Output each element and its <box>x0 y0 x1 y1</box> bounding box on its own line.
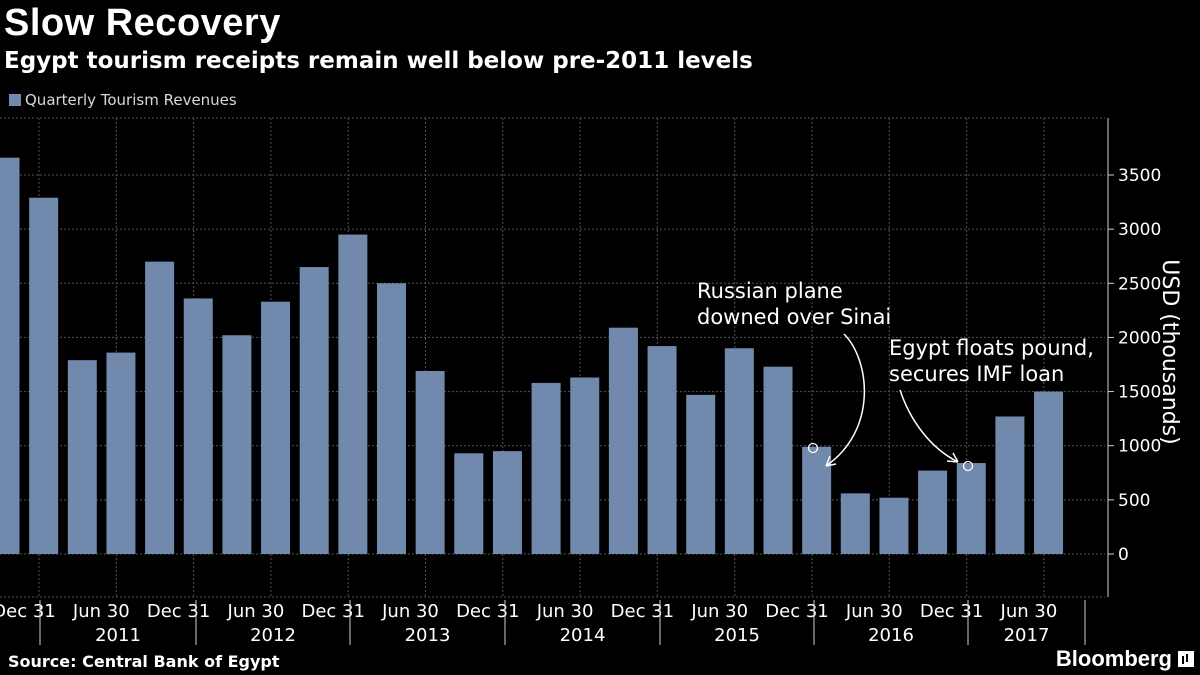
arrowhead <box>946 452 959 463</box>
x-tick-label: Dec 31 <box>765 601 828 622</box>
bar <box>183 298 213 554</box>
legend-label: Quarterly Tourism Revenues <box>25 91 237 109</box>
bar <box>531 382 561 554</box>
annotation-marker <box>807 442 819 454</box>
bar <box>840 493 870 554</box>
annotation-arrow <box>899 389 959 463</box>
arrowhead <box>825 455 837 467</box>
x-tick-label: Dec 31 <box>611 601 674 622</box>
bar <box>763 366 793 554</box>
annotation-text: downed over Sinai <box>697 305 891 329</box>
chart-title: Slow Recovery <box>4 2 281 44</box>
bar <box>647 346 677 554</box>
annotation-arrow <box>825 333 865 467</box>
y-tick-label: 2000 <box>1118 328 1161 348</box>
bar <box>454 453 484 554</box>
year-label: 2011 <box>95 625 141 646</box>
x-tick-label: Dec 31 <box>301 601 364 622</box>
y-tick-label: 500 <box>1118 491 1150 511</box>
year-label: 2016 <box>868 625 914 646</box>
y-tick-label: 1000 <box>1118 437 1161 457</box>
bar <box>956 463 986 554</box>
axes: 0 500 1000 1500 2000 2500 3000 3500 USD (thousan… <box>0 118 1182 646</box>
bar <box>67 360 97 554</box>
y-tick-label: 3500 <box>1118 166 1161 186</box>
source-note: Source: Central Bank of Egypt <box>8 652 280 671</box>
x-tick-label: Jun 30 <box>1000 601 1058 622</box>
x-tick-label: Jun 30 <box>72 601 130 622</box>
x-tick-label: Dec 31 <box>0 601 56 622</box>
brand-logo: Bloomberg <box>1056 646 1194 672</box>
y-axis-label: USD (thousands) <box>1157 259 1182 444</box>
year-label: 2012 <box>250 625 296 646</box>
bar <box>299 267 329 554</box>
bar <box>608 327 638 554</box>
bloomberg-terminal-icon <box>1178 651 1194 667</box>
y-tick-label: 2500 <box>1118 274 1161 294</box>
bar <box>145 261 175 554</box>
bar <box>0 157 20 554</box>
brand-name: Bloomberg <box>1055 646 1172 671</box>
bar <box>377 283 406 554</box>
legend-swatch <box>9 94 21 106</box>
x-tick-label: Dec 31 <box>920 601 983 622</box>
chart-subtitle: Egypt tourism receipts remain well below… <box>4 48 753 74</box>
bar <box>724 348 754 554</box>
x-tick-label: Jun 30 <box>381 601 439 622</box>
bar <box>570 377 600 554</box>
annotation-text: secures IMF loan <box>889 362 1064 386</box>
year-label: 2015 <box>714 625 760 646</box>
bar <box>415 370 445 554</box>
bar <box>1034 391 1064 554</box>
x-tick-label: Dec 31 <box>456 601 519 622</box>
bar <box>492 451 522 554</box>
year-label: 2013 <box>405 625 451 646</box>
annotation-text: Egypt floats pound, <box>889 336 1094 360</box>
bar <box>686 394 716 554</box>
bar <box>918 470 948 554</box>
bar <box>222 335 252 554</box>
bar <box>995 416 1025 554</box>
year-label: 2014 <box>560 625 606 646</box>
bar <box>338 234 368 555</box>
x-tick-label: Jun 30 <box>227 601 285 622</box>
x-tick-label: Jun 30 <box>536 601 594 622</box>
y-tick-label: 0 <box>1118 545 1129 565</box>
bar <box>106 352 136 554</box>
bar <box>879 497 909 554</box>
bar <box>261 301 291 554</box>
bars <box>0 157 1064 555</box>
annotation-marker <box>962 460 974 472</box>
y-tick-label: 1500 <box>1118 383 1161 403</box>
y-tick-label: 3000 <box>1118 220 1161 240</box>
x-tick-label: Jun 30 <box>845 601 903 622</box>
annotation-text: Russian plane <box>697 279 843 303</box>
bar <box>29 197 59 555</box>
x-tick-label: Dec 31 <box>147 601 210 622</box>
x-tick-label: Jun 30 <box>690 601 748 622</box>
legend: Quarterly Tourism Revenues <box>9 91 237 109</box>
year-label: 2017 <box>1004 625 1050 646</box>
